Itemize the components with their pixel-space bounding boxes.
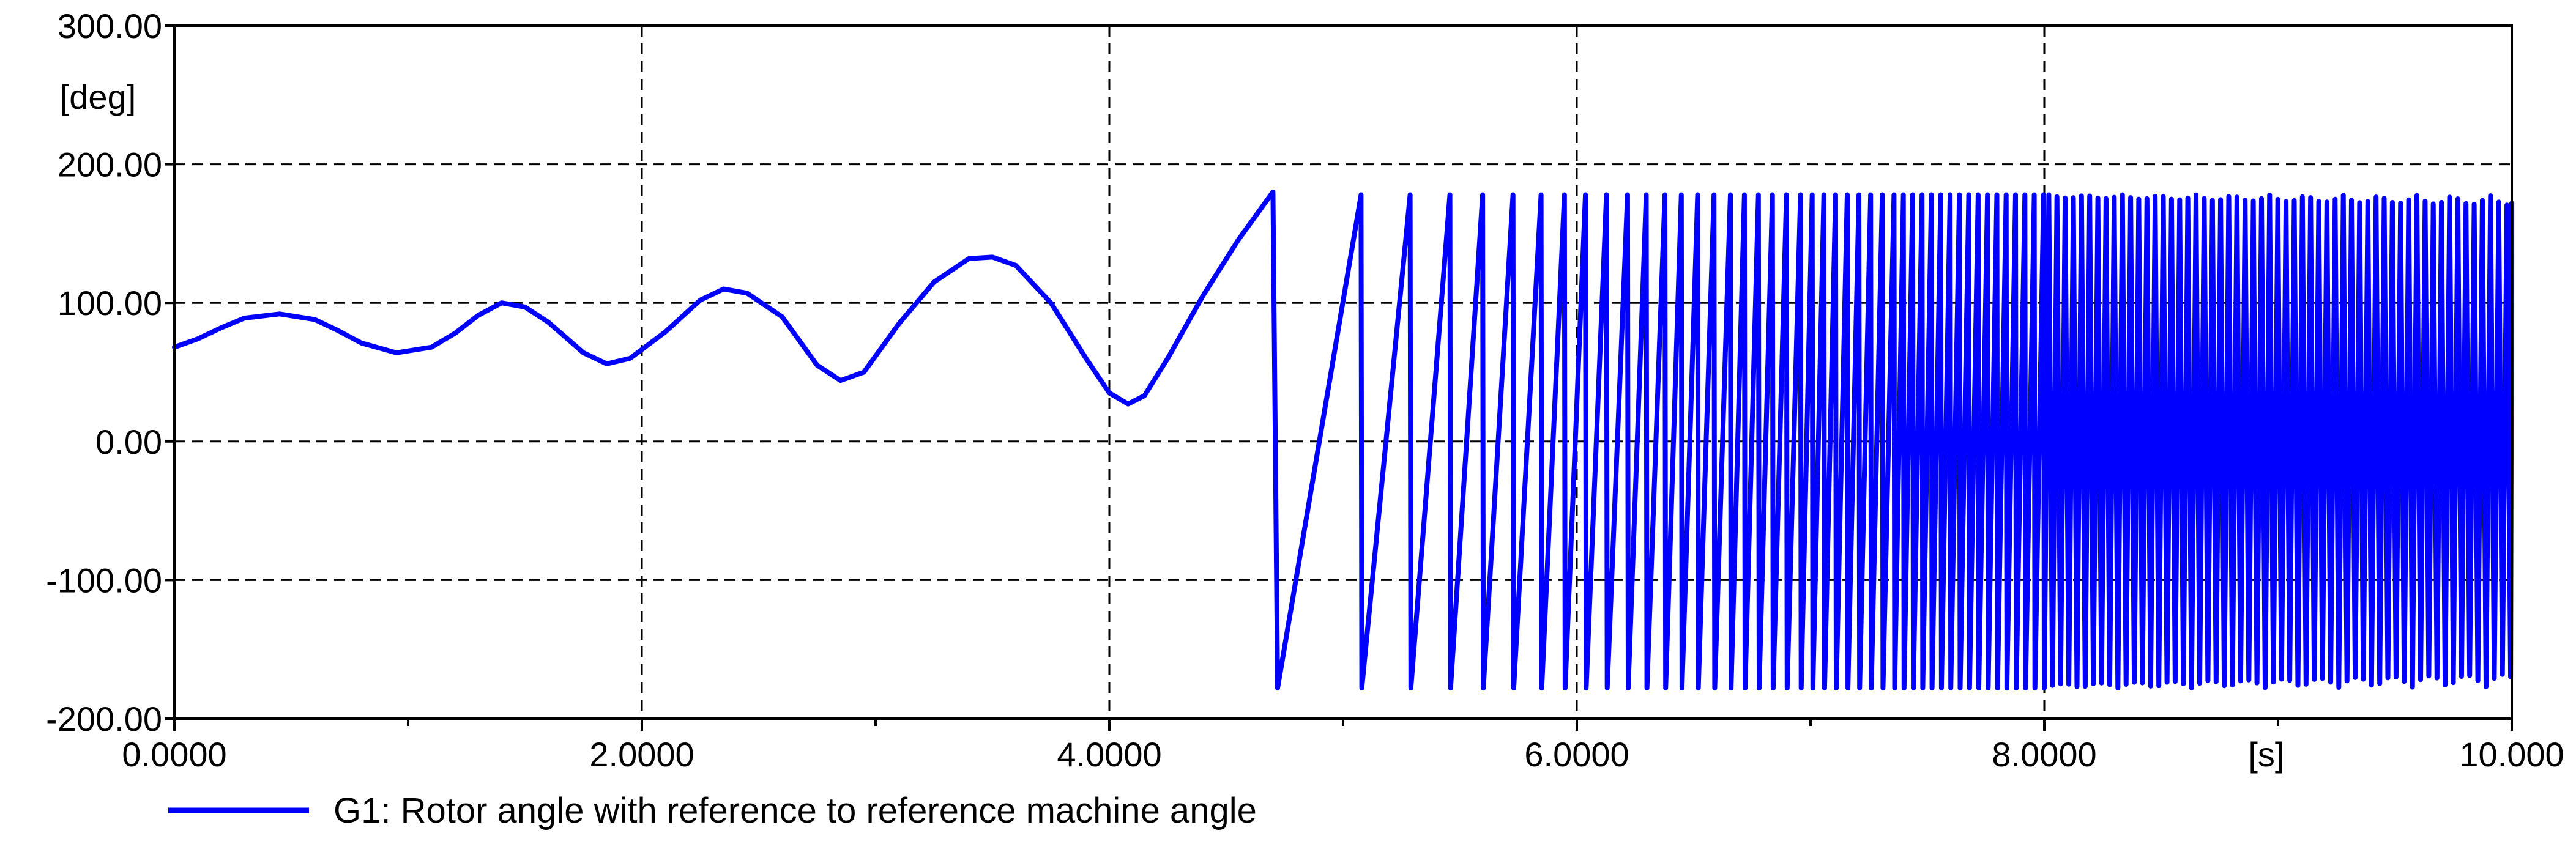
x-tick-label: 4.0000 bbox=[1057, 735, 1161, 774]
x-axis-unit: [s] bbox=[2248, 735, 2284, 774]
x-tick-label: 6.0000 bbox=[1524, 735, 1629, 774]
y-tick-label: 300.00 bbox=[58, 7, 162, 45]
legend: G1: Rotor angle with reference to refere… bbox=[168, 791, 1257, 831]
y-tick-label: 0.00 bbox=[95, 423, 162, 461]
y-tick-label: -200.00 bbox=[46, 700, 162, 738]
y-tick-label: -100.00 bbox=[46, 561, 162, 599]
x-tick-labels: 0.0000 2.0000 4.0000 6.0000 8.0000 10.000 bbox=[122, 735, 2564, 774]
legend-label: G1: Rotor angle with reference to refere… bbox=[333, 791, 1257, 831]
series-layer bbox=[172, 189, 2514, 691]
x-tick-label: 10.000 bbox=[2459, 735, 2564, 774]
y-tick-label: 100.00 bbox=[58, 284, 162, 322]
y-tick-labels: 300.00 200.00 100.00 0.00 -100.00 -200.00 bbox=[46, 7, 162, 738]
series-line-rotor-angle bbox=[172, 189, 2514, 691]
x-tick-label: 0.0000 bbox=[122, 735, 226, 774]
y-tick-label: 200.00 bbox=[58, 146, 162, 184]
x-tick-label: 2.0000 bbox=[589, 735, 694, 774]
y-axis-unit: [deg] bbox=[60, 78, 136, 116]
x-tick-label: 8.0000 bbox=[1992, 735, 2096, 774]
axis-ticks bbox=[165, 24, 2513, 731]
